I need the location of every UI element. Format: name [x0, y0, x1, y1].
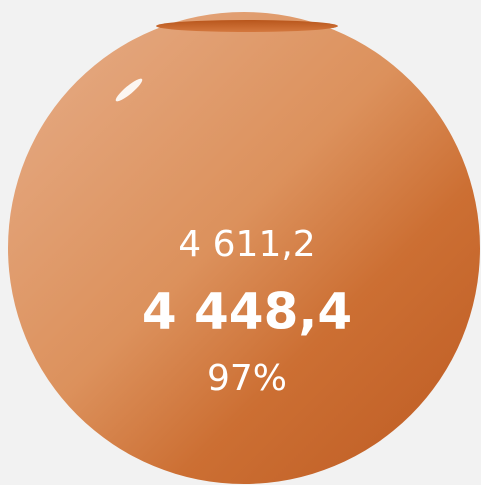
sphere	[8, 12, 480, 484]
percent-label: 97%	[207, 358, 287, 399]
total-label: 4 611,2	[178, 224, 315, 265]
sphere-rim	[156, 20, 338, 32]
highlight	[115, 78, 143, 102]
value-label: 4 448,4	[142, 283, 352, 341]
